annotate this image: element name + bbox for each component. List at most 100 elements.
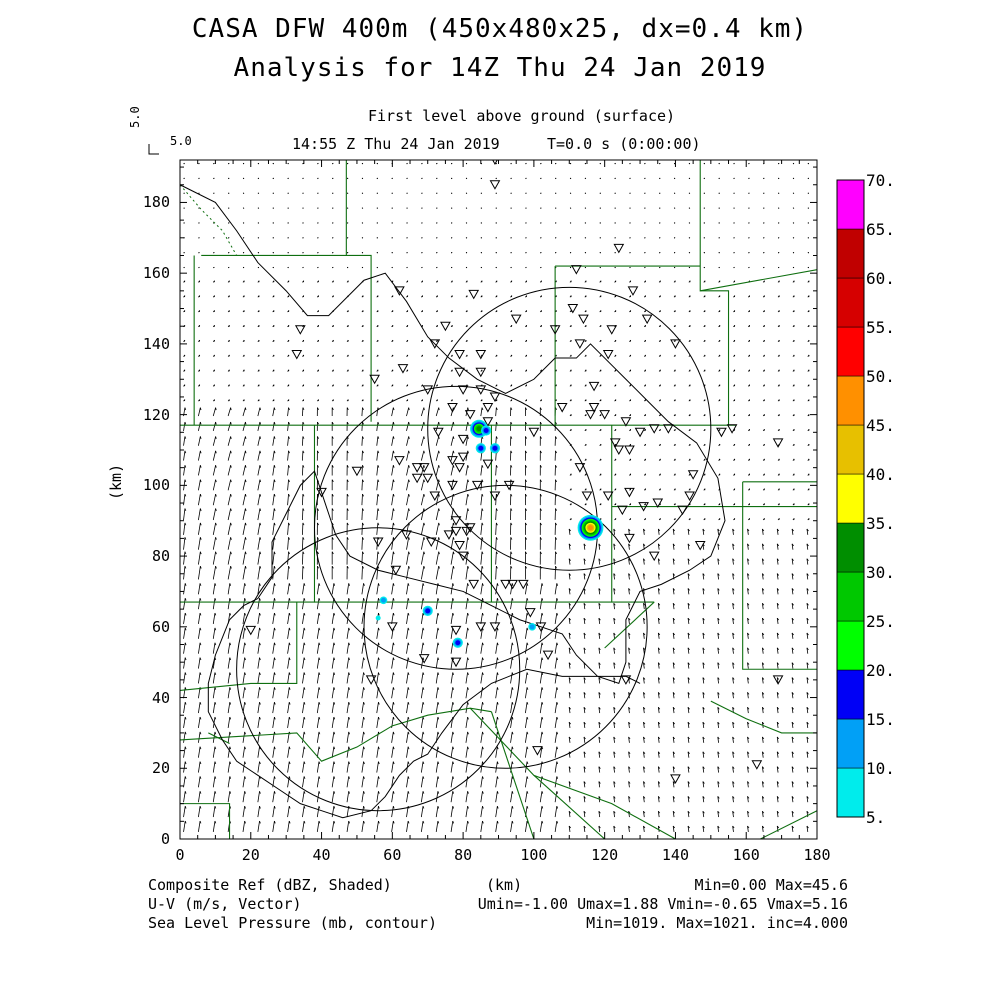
wind-vector [435,702,439,714]
county-boundary [699,160,817,292]
wind-vector-head [747,662,750,665]
wind-vector [183,761,186,773]
wind-vector [583,825,586,832]
wind-vector-head [583,796,586,799]
wind-vector [361,598,364,610]
wind-vector [376,598,379,610]
wind-vector [391,657,394,669]
wind-vector-head [672,825,676,829]
wind-vector-head [717,796,720,799]
wind-vector-head [702,662,705,665]
wind-vector [480,746,483,758]
wind-vector-head [408,493,410,497]
wind-vector-head [317,266,319,269]
wind-vector-head [776,751,780,755]
wind-vector-head [644,192,646,195]
wind-vector-head [199,642,202,646]
wind-vector-head [213,266,215,269]
wind-vector [257,731,260,743]
wind-vector-head [628,632,631,636]
wind-vector [687,543,690,550]
wind-vector-head [511,806,514,809]
colorbar-swatch [836,228,865,279]
wind-vector-head [763,237,765,239]
valid-time: 14:55 Z Thu 24 Jan 2019 [292,135,500,153]
wind-vector-head [672,558,676,561]
wind-vector [628,573,630,580]
wind-vector-head [568,558,571,561]
wind-vector [346,791,350,803]
wind-vector-head [659,163,661,165]
wind-vector-head [408,551,410,555]
wind-vector-head [242,222,245,224]
wind-vector [510,687,513,699]
wind-vector-head [540,163,542,165]
wind-vector-head [288,702,291,705]
wind-vector-head [452,583,454,586]
wind-vector-head [259,450,262,454]
wind-vector [346,627,350,639]
wind-vector [198,687,201,699]
wind-vector-head [259,806,261,809]
wind-vector [687,573,690,580]
wind-vector [212,731,216,743]
wind-vector [183,642,186,654]
station-marker [369,374,380,385]
wind-vector [747,781,749,788]
wind-vector-head [184,465,187,468]
wind-vector-head [791,766,794,769]
wind-vector [657,558,660,565]
wind-vector [272,566,275,580]
wind-vector-head [452,806,454,809]
wind-vector-head [732,825,735,829]
wind-vector-head [778,266,780,269]
wind-vector-head [288,716,291,720]
wind-vector-head [436,192,438,195]
wind-vector [272,421,275,431]
wind-vector-head [259,687,261,690]
wind-vector-head [259,407,261,411]
wind-vector [361,494,363,506]
wind-vector-head [422,731,425,735]
wind-vector [331,776,335,788]
ref-vector-label: 5.0 [170,134,192,148]
colorbar-label: 45. [866,416,895,435]
wind-vector-head [376,266,379,269]
wind-vector [420,761,424,773]
wind-vector [465,522,469,535]
wind-vector [302,761,305,773]
y-tick-label: 180 [142,193,170,212]
wind-vector-head [333,806,336,809]
wind-vector-head [302,508,305,511]
wind-vector-head [361,207,364,209]
wind-vector-head [452,450,455,454]
wind-vector-head [732,706,735,710]
wind-vector [257,479,261,491]
wind-vector-head [747,588,750,591]
wind-vector-head [687,736,690,740]
wind-vector [346,657,350,669]
wind-vector [406,479,410,491]
wind-vector-head [245,479,247,483]
wind-vector-head [762,692,765,695]
wind-vector [702,692,705,699]
wind-vector-head [496,642,499,646]
wind-vector-head [184,421,187,425]
wind-vector-head [407,746,410,750]
wind-vector [628,825,630,832]
wind-vector-head [747,647,750,651]
wind-vector [302,746,305,758]
wind-vector [657,677,660,684]
wind-vector-head [702,588,705,591]
wind-vector-head [467,508,469,511]
wind-vector-head [598,766,601,769]
wind-vector-head [422,687,425,690]
wind-vector-head [776,692,780,695]
wind-vector [272,522,275,535]
wind-vector [806,781,809,788]
wind-vector-head [511,731,514,735]
wind-vector-head [496,627,499,631]
y-tick-label: 120 [142,405,170,424]
station-marker [772,438,784,448]
wind-vector-head [556,761,559,765]
